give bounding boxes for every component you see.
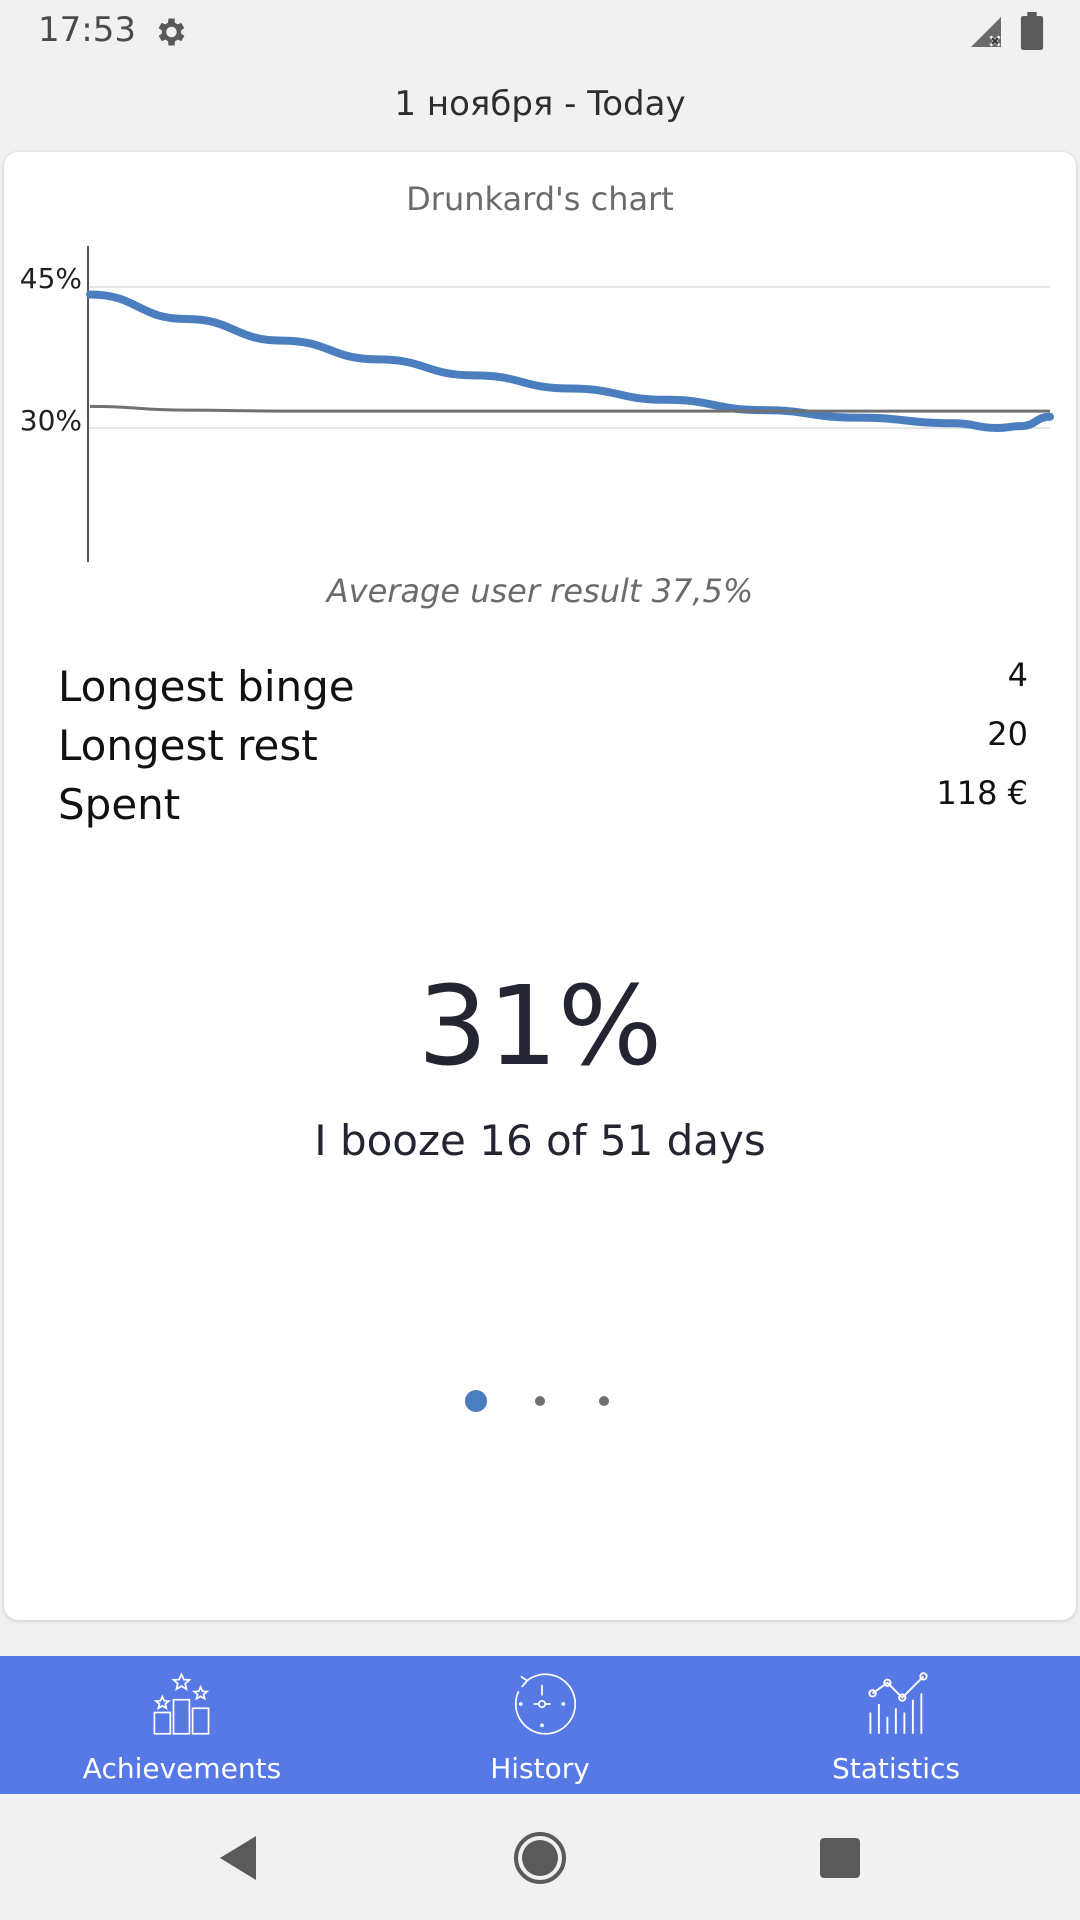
stat-label: Longest rest bbox=[58, 721, 318, 770]
nav-label-achievements: Achievements bbox=[82, 1752, 282, 1785]
bottom-navigation: Achievements History bbox=[0, 1656, 1080, 1794]
stat-row-longest-rest: Longest rest 20 bbox=[58, 715, 1028, 779]
home-icon[interactable] bbox=[512, 1830, 568, 1886]
y-tick-label-top: 45% bbox=[20, 262, 82, 295]
stat-label: Spent bbox=[58, 780, 181, 829]
nav-item-history[interactable]: History bbox=[360, 1656, 720, 1794]
stat-label: Longest binge bbox=[58, 662, 355, 711]
stat-row-spent: Spent 118 € bbox=[58, 774, 1028, 838]
chart-title: Drunkard's chart bbox=[406, 180, 674, 218]
booze-days-text: I booze 16 of 51 days bbox=[314, 1116, 766, 1165]
stat-row-longest-binge: Longest binge 4 bbox=[58, 656, 1028, 720]
nav-item-statistics[interactable]: Statistics bbox=[716, 1656, 1076, 1794]
achievements-icon bbox=[153, 1672, 210, 1735]
system-navigation-bar bbox=[0, 1794, 1080, 1920]
drunkards-chart: 45% 30% bbox=[20, 246, 1054, 562]
statistics-card: Drunkard's chart 45% 30% Average user re… bbox=[4, 152, 1076, 1620]
stat-value: 4 bbox=[1007, 656, 1028, 694]
booze-percentage: 31% bbox=[417, 962, 663, 1090]
series-line-user bbox=[86, 290, 1054, 432]
status-bar: 17:53 bbox=[0, 0, 1080, 62]
back-icon[interactable] bbox=[212, 1830, 268, 1886]
history-icon bbox=[514, 1673, 576, 1735]
date-range[interactable]: 1 ноября - Today bbox=[394, 84, 686, 124]
page-indicator-dot-active[interactable] bbox=[465, 1390, 487, 1412]
gear-icon bbox=[158, 18, 185, 46]
page-indicator-dot[interactable] bbox=[599, 1396, 609, 1406]
status-time: 17:53 bbox=[38, 10, 136, 50]
page-indicator-dot[interactable] bbox=[535, 1396, 545, 1406]
stat-value: 20 bbox=[987, 715, 1028, 753]
stat-value: 118 € bbox=[936, 774, 1028, 812]
nav-label-history: History bbox=[490, 1752, 590, 1785]
statistics-icon bbox=[868, 1672, 928, 1734]
signal-icon bbox=[971, 17, 1001, 47]
series-line-average bbox=[89, 404, 1050, 413]
battery-icon bbox=[1020, 12, 1044, 50]
recents-icon[interactable] bbox=[812, 1830, 868, 1886]
nav-item-achievements[interactable]: Achievements bbox=[2, 1656, 362, 1794]
nav-label-statistics: Statistics bbox=[832, 1752, 960, 1785]
average-result-text: Average user result 37,5% bbox=[326, 572, 754, 610]
y-tick-label-bottom: 30% bbox=[20, 404, 82, 437]
